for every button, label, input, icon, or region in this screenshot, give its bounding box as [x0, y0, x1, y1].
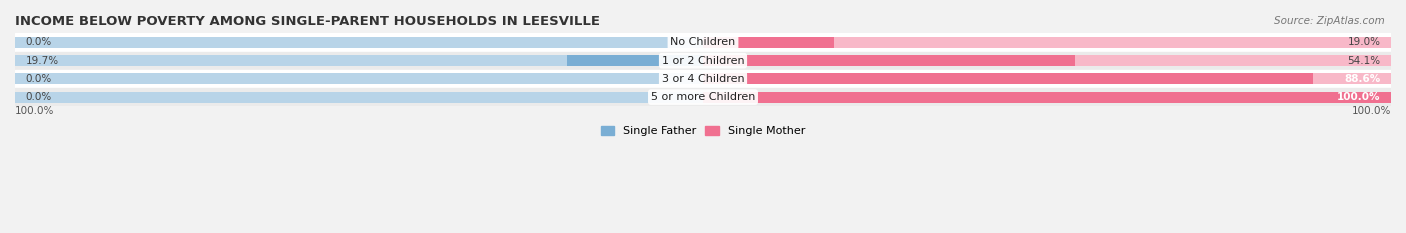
Text: 54.1%: 54.1% [1347, 56, 1381, 66]
Text: 19.0%: 19.0% [1348, 38, 1381, 48]
Bar [15, 92, 703, 103]
Text: 0.0%: 0.0% [25, 74, 52, 84]
Text: 1 or 2 Children: 1 or 2 Children [662, 56, 744, 66]
Bar [703, 37, 834, 48]
Text: 5 or more Children: 5 or more Children [651, 92, 755, 102]
Text: No Children: No Children [671, 38, 735, 48]
Text: Source: ZipAtlas.com: Source: ZipAtlas.com [1274, 16, 1385, 26]
Bar [703, 92, 1391, 103]
Bar [703, 55, 1391, 66]
Bar [15, 55, 703, 66]
Text: 100.0%: 100.0% [1351, 106, 1391, 116]
Bar [703, 55, 1076, 66]
Bar [568, 55, 703, 66]
Bar [15, 37, 703, 48]
Text: 0.0%: 0.0% [25, 92, 52, 102]
Bar [15, 51, 1391, 70]
Bar [703, 73, 1313, 84]
Legend: Single Father, Single Mother: Single Father, Single Mother [596, 121, 810, 141]
Text: 88.6%: 88.6% [1344, 74, 1381, 84]
Text: 3 or 4 Children: 3 or 4 Children [662, 74, 744, 84]
Text: 19.7%: 19.7% [25, 56, 59, 66]
Bar [703, 92, 1391, 103]
Bar [703, 37, 1391, 48]
Text: INCOME BELOW POVERTY AMONG SINGLE-PARENT HOUSEHOLDS IN LEESVILLE: INCOME BELOW POVERTY AMONG SINGLE-PARENT… [15, 15, 600, 28]
Bar [15, 88, 1391, 106]
Bar [15, 70, 1391, 88]
Text: 0.0%: 0.0% [25, 38, 52, 48]
Text: 100.0%: 100.0% [1337, 92, 1381, 102]
Text: 100.0%: 100.0% [15, 106, 55, 116]
Bar [15, 73, 703, 84]
Bar [15, 33, 1391, 51]
Bar [703, 73, 1391, 84]
